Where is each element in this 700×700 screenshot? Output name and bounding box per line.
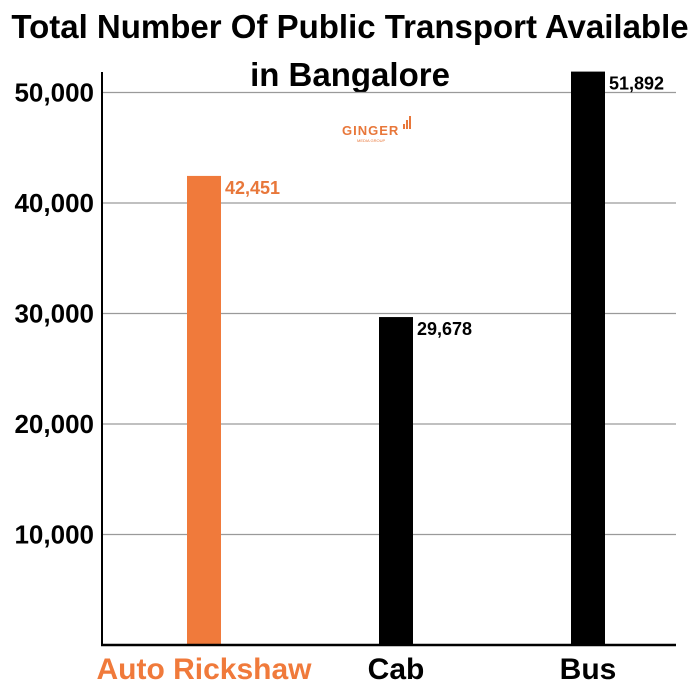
logo-text: GINGER [342,123,399,138]
data-label: 29,678 [417,319,472,339]
x-tick-label: Bus [560,653,617,686]
y-tick-label: 10,000 [14,520,94,550]
y-axis-tick-labels: 10,000 20,000 30,000 40,000 50,000 [14,78,94,550]
y-tick-label: 40,000 [14,188,94,218]
signal-icon [403,116,411,129]
bar-auto-rickshaw [187,175,221,645]
bar-cab [379,317,413,645]
bar-bus [571,71,605,646]
x-tick-label: Cab [368,653,425,686]
data-label: 51,892 [609,74,664,94]
ginger-logo: GINGER MEDIA GROUP [342,116,411,143]
logo-subtext: MEDIA GROUP [357,138,386,143]
y-tick-label: 50,000 [14,78,94,108]
data-label: 42,451 [225,178,280,198]
bars [187,71,605,646]
data-labels: 42,451 29,678 51,892 [225,74,664,339]
y-tick-label: 20,000 [14,409,94,439]
x-tick-label: Auto Rickshaw [96,653,312,686]
y-tick-label: 30,000 [14,299,94,329]
chart-title-line-2: in Bangalore [250,56,450,93]
chart-title-line-1: Total Number Of Public Transport Availab… [11,8,688,45]
x-axis-tick-labels: Auto Rickshaw Cab Bus [96,653,616,686]
chart-title: Total Number Of Public Transport Availab… [11,8,688,93]
